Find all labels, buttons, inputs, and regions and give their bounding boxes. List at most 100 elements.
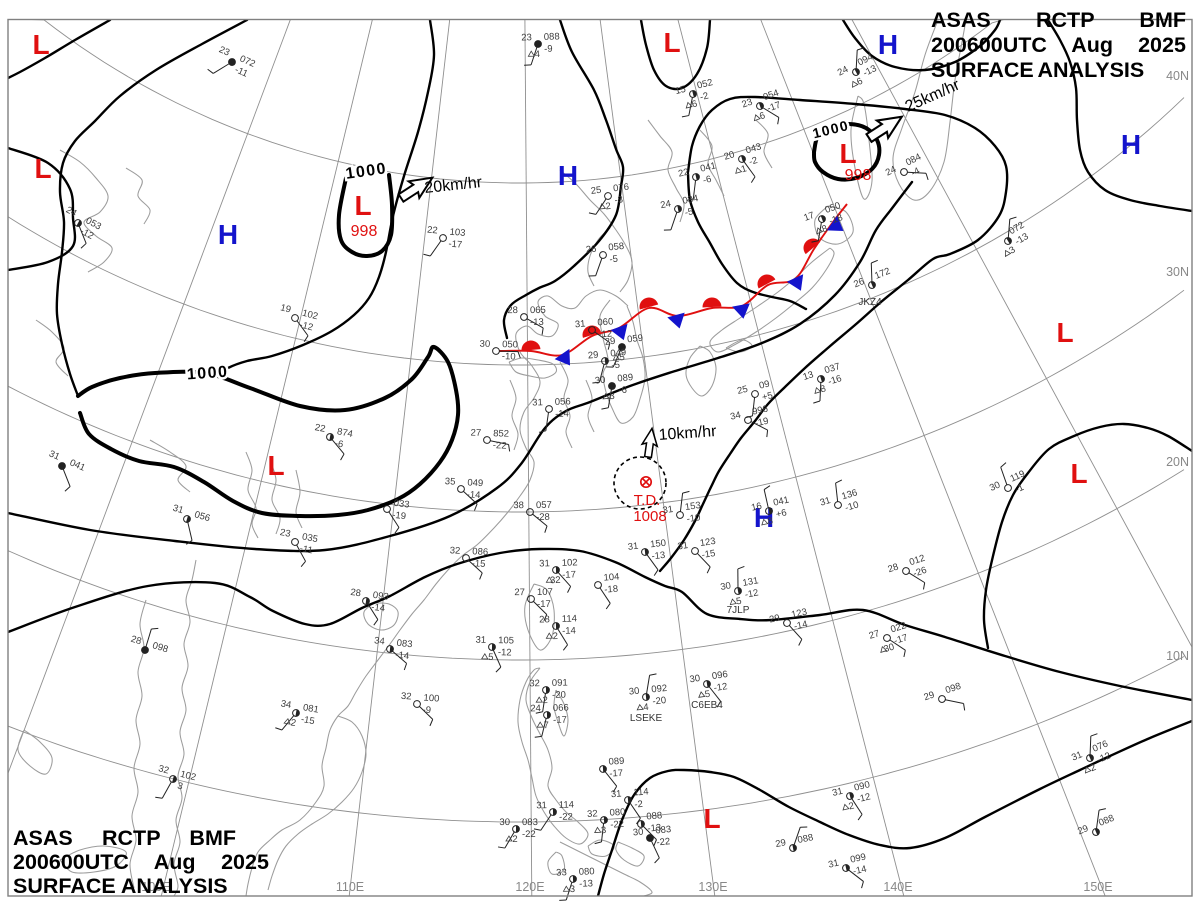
svg-text:31: 31: [627, 541, 639, 553]
svg-text:090: 090: [853, 779, 871, 793]
svg-text:2: 2: [512, 834, 517, 845]
svg-text:200600UTC Aug 2025: 200600UTC Aug 2025: [931, 33, 1186, 57]
svg-text:3: 3: [1007, 244, 1017, 256]
svg-text:-14: -14: [852, 864, 868, 878]
svg-text:-5: -5: [611, 360, 620, 372]
svg-text:-5: -5: [609, 254, 618, 266]
svg-text:SURFACE ANALYSIS: SURFACE ANALYSIS: [931, 58, 1144, 82]
svg-text:JKZ4: JKZ4: [858, 297, 882, 308]
svg-text:012: 012: [908, 553, 927, 568]
svg-text:H: H: [1121, 129, 1141, 160]
svg-text:-13: -13: [647, 822, 662, 834]
svg-text:-5: -5: [684, 206, 694, 218]
svg-text:28: 28: [507, 305, 518, 316]
svg-text:30: 30: [628, 686, 640, 698]
svg-text:123: 123: [790, 607, 808, 621]
svg-text:8: 8: [820, 223, 829, 235]
svg-text:32: 32: [157, 763, 170, 776]
svg-text:30N: 30N: [1166, 265, 1189, 279]
svg-text:32: 32: [550, 575, 561, 586]
svg-text:32: 32: [529, 678, 540, 689]
svg-text:-14: -14: [793, 619, 809, 633]
svg-text:32: 32: [401, 691, 412, 703]
svg-text:16: 16: [750, 501, 763, 514]
svg-text:-20: -20: [652, 695, 667, 707]
svg-text:34: 34: [280, 698, 292, 711]
svg-text:-17: -17: [562, 569, 576, 580]
svg-text:31: 31: [1070, 749, 1084, 763]
svg-text:10N: 10N: [1166, 649, 1189, 663]
svg-text:35: 35: [445, 476, 456, 488]
svg-text:4: 4: [643, 702, 649, 713]
svg-text:22: 22: [677, 167, 690, 180]
svg-text:29: 29: [768, 613, 781, 626]
svg-text:033: 033: [393, 498, 410, 511]
svg-text:+5: +5: [761, 390, 774, 403]
svg-text:-22: -22: [610, 819, 624, 831]
svg-text:-12: -12: [1096, 750, 1113, 765]
svg-text:-14: -14: [555, 408, 569, 419]
svg-text:H: H: [558, 160, 578, 191]
svg-text:088: 088: [544, 31, 560, 42]
svg-text:998: 998: [351, 223, 378, 240]
svg-text:035: 035: [301, 531, 319, 545]
svg-text:-17: -17: [766, 100, 783, 115]
svg-text:L: L: [34, 153, 51, 184]
svg-text:22: 22: [427, 225, 439, 237]
svg-text:24: 24: [884, 164, 898, 179]
svg-text:29: 29: [774, 837, 786, 850]
svg-text:T.D.: T.D.: [634, 492, 661, 509]
svg-text:27: 27: [514, 587, 525, 598]
svg-text:10km/hr: 10km/hr: [658, 423, 718, 444]
svg-text:31: 31: [171, 503, 184, 517]
svg-text:054: 054: [762, 88, 781, 104]
svg-text:-19: -19: [392, 510, 407, 523]
svg-text:5: 5: [488, 652, 494, 663]
svg-text:-22: -22: [656, 836, 671, 848]
svg-text:ASAS RCTP BMF: ASAS RCTP BMF: [13, 826, 236, 850]
svg-text:29: 29: [587, 350, 599, 362]
svg-text:H: H: [218, 219, 238, 250]
svg-text:3: 3: [601, 825, 607, 836]
svg-text:23: 23: [279, 527, 292, 540]
svg-text:056: 056: [193, 509, 211, 524]
svg-text:2: 2: [290, 717, 297, 729]
svg-text:114: 114: [559, 800, 574, 811]
svg-text:-15: -15: [300, 714, 315, 727]
svg-text:-14: -14: [371, 602, 386, 615]
svg-text:037: 037: [823, 361, 841, 376]
svg-text:-17: -17: [609, 768, 623, 780]
svg-text:-11: -11: [233, 64, 249, 79]
svg-text:29: 29: [1076, 823, 1090, 837]
svg-text:33: 33: [556, 867, 567, 878]
svg-text:-17: -17: [448, 239, 463, 251]
svg-text:5: 5: [619, 352, 625, 364]
svg-text:-22: -22: [559, 812, 573, 823]
svg-text:057: 057: [536, 500, 552, 511]
svg-text:-12: -12: [498, 647, 512, 658]
svg-text:-19: -19: [754, 416, 770, 430]
svg-text:2: 2: [542, 695, 548, 706]
svg-text:30: 30: [882, 642, 895, 656]
svg-text:L: L: [663, 27, 680, 58]
svg-text:080: 080: [609, 807, 625, 819]
svg-text:060: 060: [597, 316, 614, 328]
svg-text:-9: -9: [544, 44, 553, 55]
svg-text:29: 29: [923, 689, 936, 703]
svg-text:31: 31: [475, 635, 486, 646]
svg-text:L: L: [703, 803, 720, 834]
svg-text:1000: 1000: [186, 364, 229, 384]
svg-text:L: L: [839, 138, 856, 169]
svg-text:28: 28: [129, 634, 142, 648]
svg-text:L: L: [1056, 317, 1073, 348]
svg-text:20km/hr: 20km/hr: [424, 174, 484, 197]
svg-text:150: 150: [650, 538, 667, 551]
svg-text:31: 31: [827, 858, 840, 871]
svg-text:30: 30: [479, 339, 490, 350]
svg-text:4: 4: [534, 49, 540, 60]
svg-text:30: 30: [632, 827, 644, 839]
svg-text:041: 041: [699, 160, 717, 174]
svg-text:-1: -1: [1013, 482, 1025, 496]
svg-text:-9: -9: [422, 704, 431, 716]
svg-text:130E: 130E: [698, 880, 727, 894]
